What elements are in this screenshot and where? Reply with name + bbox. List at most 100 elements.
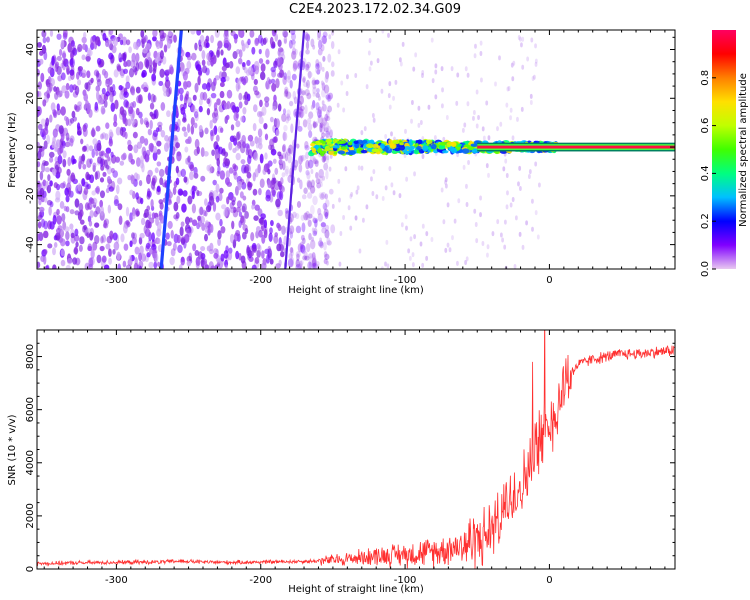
- noise-speck: [315, 178, 321, 185]
- noise-speck: [179, 226, 184, 237]
- faint-speck: [446, 242, 450, 248]
- noise-speck: [258, 142, 263, 150]
- noise-speck: [70, 117, 75, 124]
- noise-speck: [67, 156, 72, 167]
- faint-speck: [465, 183, 468, 189]
- noise-speck: [133, 263, 138, 269]
- noise-speck: [170, 229, 174, 239]
- noise-speck: [275, 129, 280, 137]
- signal-blob: [450, 141, 457, 147]
- noise-speck: [220, 226, 226, 234]
- noise-speck: [156, 185, 161, 193]
- faint-speck: [518, 165, 522, 171]
- noise-speck: [180, 238, 186, 246]
- noise-speck: [270, 78, 276, 84]
- noise-speck: [252, 188, 258, 196]
- noise-speck: [308, 232, 312, 241]
- noise-speck: [85, 56, 91, 62]
- faint-speck: [398, 57, 402, 63]
- doppler-line: [284, 30, 306, 269]
- faint-speck: [322, 175, 325, 181]
- noise-speck: [229, 167, 234, 174]
- noise-speck: [163, 44, 168, 53]
- noise-speck: [225, 177, 230, 186]
- noise-speck: [317, 61, 323, 72]
- faint-speck: [514, 215, 518, 221]
- faint-speck: [317, 95, 321, 101]
- signal-blob: [325, 138, 333, 144]
- noise-speck: [215, 195, 220, 203]
- faint-speck: [496, 219, 500, 225]
- noise-speck: [323, 127, 329, 133]
- faint-speck: [505, 172, 509, 178]
- noise-speck: [239, 191, 244, 199]
- faint-speck: [505, 102, 509, 108]
- faint-speck: [526, 56, 530, 62]
- noise-speck: [149, 102, 155, 110]
- noise-speck: [105, 187, 110, 194]
- noise-speck: [123, 91, 129, 98]
- noise-speck: [284, 165, 290, 175]
- noise-speck: [151, 212, 156, 220]
- colorbar-tick-label: 0.8: [700, 70, 711, 86]
- noise-speck: [48, 76, 52, 84]
- noise-speck: [328, 92, 334, 100]
- noise-speck: [264, 101, 270, 108]
- faint-speck: [368, 37, 372, 43]
- noise-speck: [259, 178, 265, 189]
- noise-speck: [215, 183, 220, 193]
- noise-speck: [56, 108, 61, 116]
- noise-speck: [39, 58, 44, 65]
- noise-speck: [305, 63, 310, 71]
- noise-speck: [297, 243, 303, 253]
- noise-speck: [186, 60, 192, 70]
- noise-speck: [302, 119, 308, 128]
- noise-speck: [91, 127, 95, 138]
- faint-speck: [507, 86, 511, 92]
- faint-speck: [444, 247, 448, 253]
- faint-speck: [392, 190, 396, 196]
- faint-speck: [323, 205, 327, 211]
- noise-speck: [261, 250, 265, 259]
- faint-speck: [516, 116, 519, 122]
- noise-speck: [77, 183, 82, 192]
- noise-speck: [215, 212, 221, 221]
- noise-speck: [292, 62, 297, 72]
- noise-speck: [199, 91, 205, 101]
- noise-speck: [42, 99, 47, 107]
- noise-speck: [267, 180, 272, 188]
- faint-speck: [498, 55, 501, 61]
- noise-speck: [42, 36, 47, 44]
- faint-speck: [467, 159, 470, 165]
- faint-speck: [521, 244, 525, 250]
- noise-speck: [149, 119, 153, 130]
- noise-speck: [110, 180, 116, 191]
- faint-speck: [464, 259, 467, 265]
- noise-speck: [138, 94, 143, 104]
- noise-speck: [289, 247, 294, 254]
- noise-speck: [56, 33, 62, 40]
- noise-speck: [213, 252, 219, 259]
- noise-speck: [309, 239, 316, 250]
- noise-speck: [160, 102, 166, 111]
- faint-speck: [312, 44, 316, 50]
- snr-series-line: [37, 330, 675, 569]
- noise-speck: [38, 198, 42, 206]
- noise-speck: [244, 99, 249, 106]
- noise-speck: [269, 258, 274, 265]
- noise-speck: [199, 215, 205, 224]
- noise-speck: [118, 84, 123, 91]
- noise-speck: [216, 170, 220, 177]
- noise-speck: [123, 243, 129, 251]
- noise-speck: [181, 126, 187, 132]
- faint-speck: [340, 80, 344, 86]
- noise-speck: [105, 164, 110, 170]
- faint-speck: [499, 121, 503, 127]
- snr-y-tick-label: 6000: [25, 397, 36, 422]
- noise-speck: [235, 229, 241, 237]
- noise-speck: [296, 253, 300, 261]
- noise-speck: [220, 253, 225, 262]
- noise-speck: [38, 211, 42, 218]
- noise-speck: [305, 169, 310, 176]
